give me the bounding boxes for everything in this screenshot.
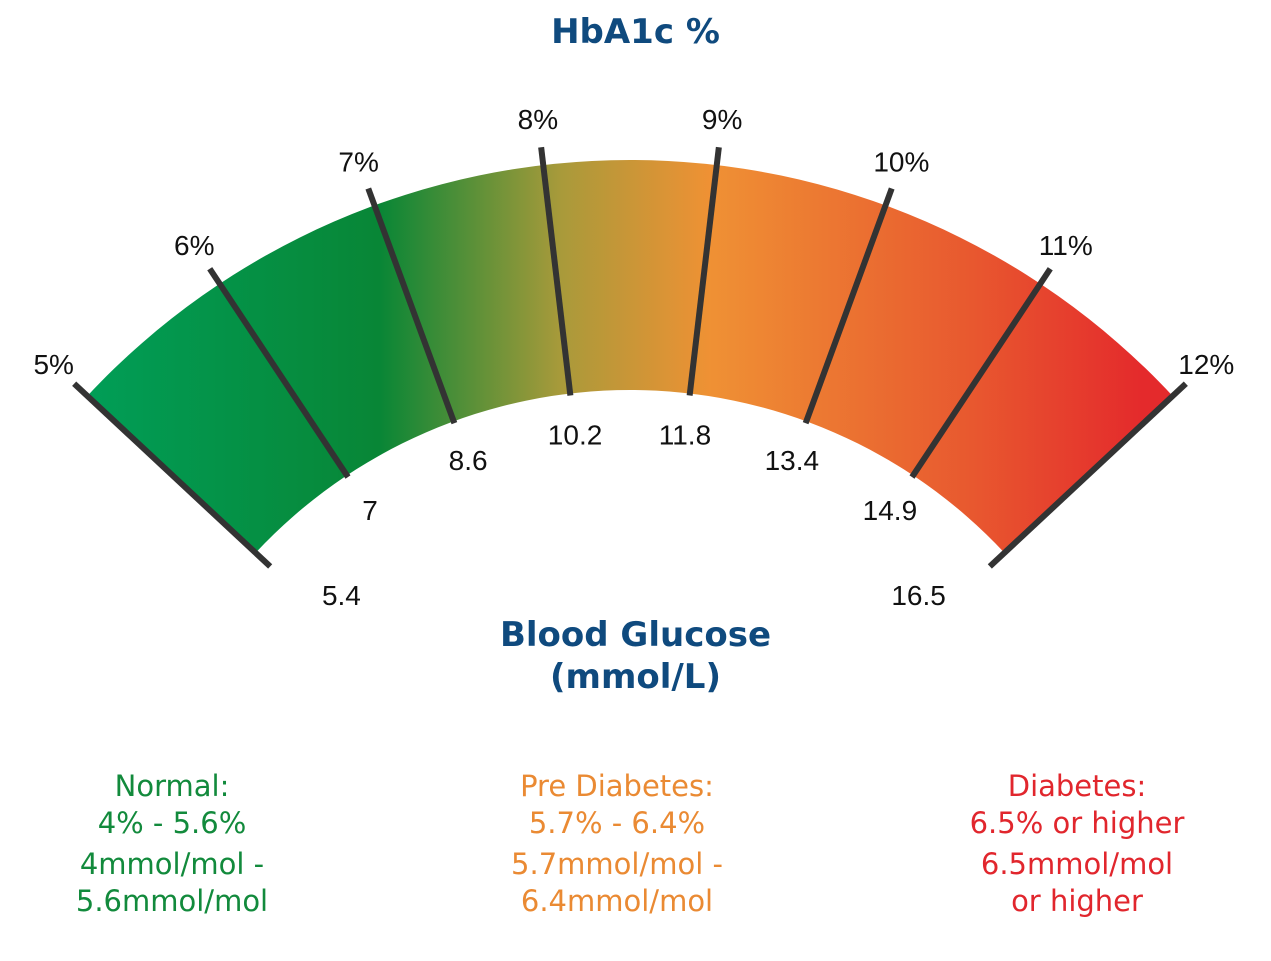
- legend-normal-mmol-line2: 5.6mmol/mol: [75, 884, 269, 918]
- legend-normal-title: Normal:: [114, 769, 230, 803]
- legend-diabetes-mmol-line1: 6.5mmol/mol: [980, 847, 1174, 881]
- hba1c-label-4: 9%: [702, 104, 742, 135]
- glucose-label-1: 7: [362, 495, 378, 526]
- blood-glucose-title-line2: (mmol/L): [549, 657, 722, 697]
- legend-diabetes-mmol-line2: or higher: [1011, 884, 1143, 918]
- hba1c-label-1: 6%: [174, 230, 214, 261]
- gauge-tick-1: [207, 267, 351, 479]
- legend-normal: Normal: 4% - 5.6% 4mmol/mol - 5.6mmol/mo…: [0, 768, 362, 920]
- legend-pre-diabetes-mmol-line1: 5.7mmol/mol -: [511, 847, 723, 881]
- glucose-label-2: 8.6: [449, 445, 488, 476]
- glucose-label-3: 10.2: [548, 420, 603, 451]
- gauge-tick-2: [365, 187, 458, 425]
- blood-glucose-title: Blood Glucose (mmol/L): [0, 614, 1271, 698]
- legend-pre-diabetes-title: Pre Diabetes:: [520, 769, 714, 803]
- hba1c-title: HbA1c %: [551, 12, 720, 52]
- glucose-label-5: 13.4: [765, 445, 820, 476]
- hba1c-label-6: 11%: [1039, 230, 1093, 261]
- glucose-label-0: 5.4: [322, 580, 361, 611]
- gauge-tick-7: [987, 381, 1188, 569]
- legend-diabetes-range: 6.5% or higher: [969, 806, 1185, 840]
- hba1c-label-5: 10%: [873, 147, 929, 178]
- legend-normal-range: 4% - 5.6%: [97, 806, 247, 840]
- legend-pre-diabetes: Pre Diabetes: 5.7% - 6.4% 5.7mmol/mol - …: [427, 768, 807, 920]
- gauge-tick-4: [686, 146, 722, 396]
- glucose-label-7: 16.5: [891, 580, 946, 611]
- hba1c-label-7: 12%: [1178, 349, 1234, 380]
- gauge-tick-5: [802, 187, 895, 425]
- legend-diabetes: Diabetes: 6.5% or higher 6.5mmol/mol or …: [887, 768, 1267, 920]
- glucose-label-4: 11.8: [659, 420, 711, 451]
- gauge-tick-0: [72, 381, 273, 569]
- blood-glucose-title-line1: Blood Glucose: [499, 615, 772, 655]
- legend-diabetes-title: Diabetes:: [1007, 769, 1147, 803]
- legend-pre-diabetes-mmol-line2: 6.4mmol/mol: [520, 884, 714, 918]
- hba1c-label-2: 7%: [338, 147, 378, 178]
- gauge-band: [87, 160, 1173, 553]
- legend-pre-diabetes-range: 5.7% - 6.4%: [528, 806, 706, 840]
- glucose-label-6: 14.9: [863, 495, 918, 526]
- gauge-tick-3: [538, 146, 574, 396]
- legend-normal-mmol-line1: 4mmol/mol -: [79, 847, 265, 881]
- hba1c-label-3: 8%: [518, 104, 558, 135]
- hba1c-label-0: 5%: [33, 349, 73, 380]
- gauge-tick-6: [909, 267, 1053, 479]
